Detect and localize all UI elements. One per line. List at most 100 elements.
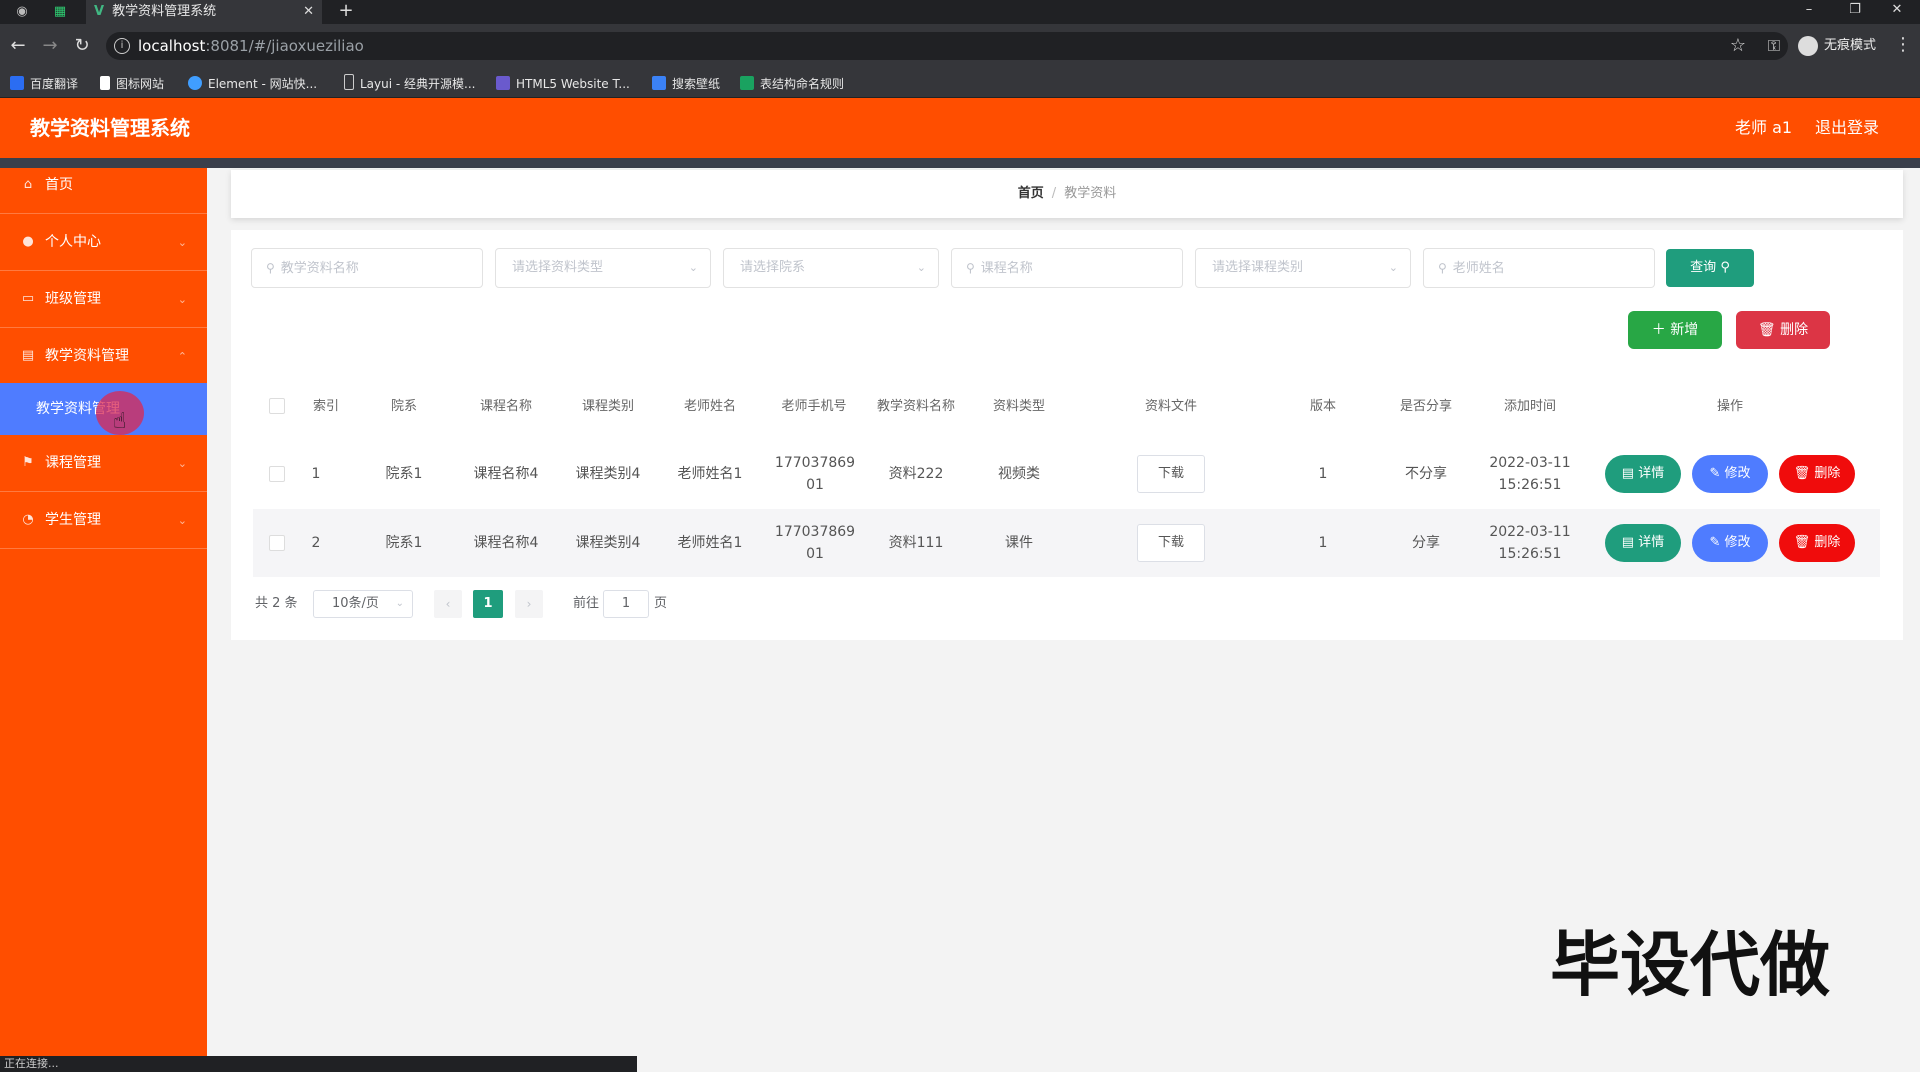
bookmark-element[interactable]: Element - 网站快... — [188, 74, 317, 94]
search-icon: ⚲ — [966, 261, 975, 275]
course-name-input[interactable]: ⚲ 课程名称 — [951, 248, 1183, 288]
department-select[interactable]: 请选择院系 ⌄ — [723, 248, 939, 288]
page-number-button[interactable]: 1 — [473, 590, 503, 618]
close-window-button[interactable]: ✕ — [1891, 2, 1903, 17]
cursor-highlight — [96, 391, 144, 435]
key-icon[interactable]: ⚿ — [1767, 36, 1781, 55]
chevron-down-icon: ⌄ — [177, 236, 187, 249]
sidebar-item-course-management[interactable]: ⚑ 课程管理 ⌄ — [0, 435, 207, 492]
cell-date: 2022-03-11 — [1489, 455, 1571, 471]
checkbox[interactable] — [269, 466, 285, 482]
browser-app-icon[interactable]: ◉ — [16, 4, 28, 19]
goto-suffix: 页 — [654, 596, 668, 611]
sidebar-item-class-management[interactable]: ▭ 班级管理 ⌄ — [0, 271, 207, 328]
browser-menu-icon[interactable]: ⋮ — [1894, 34, 1912, 55]
incognito-icon — [1798, 35, 1818, 56]
incognito-indicator[interactable]: 无痕模式 — [1798, 34, 1876, 58]
col-header-material-name[interactable]: 教学资料名称 — [876, 398, 955, 414]
query-button[interactable]: 查询 ⚲ — [1666, 249, 1754, 287]
col-header-teacher-name[interactable]: 老师姓名 — [683, 398, 736, 414]
bookmark-icon-site[interactable]: 图标网站 — [100, 74, 164, 94]
sidebar-item-home[interactable]: ⌂ 首页 — [0, 157, 207, 214]
goto-page-input[interactable]: 1 — [603, 590, 649, 618]
app-title: 教学资料管理系统 — [30, 116, 190, 140]
material-name-input[interactable]: ⚲ 教学资料名称 — [251, 248, 483, 288]
flag-icon — [100, 76, 110, 90]
search-icon: ⚲ — [266, 261, 275, 275]
material-type-select[interactable]: 请选择资料类型 ⌄ — [495, 248, 711, 288]
course-category-placeholder: 请选择课程类别 — [1212, 260, 1304, 275]
pinned-tab-icon[interactable]: ▦ — [53, 4, 67, 19]
watermark-text: 毕设代做 — [1550, 924, 1830, 1006]
delete-button[interactable]: 🗑 删除 — [1779, 524, 1855, 562]
checkbox[interactable] — [269, 398, 285, 414]
add-button[interactable]: ＋ 新增 — [1628, 311, 1722, 349]
col-header-course-category[interactable]: 课程类别 — [581, 398, 634, 414]
address-bar[interactable]: localhost:8081/#/jiaoxueziliao — [106, 32, 1788, 60]
breadcrumb-current: 教学资料 — [1064, 186, 1117, 201]
col-header-index[interactable]: 索引 — [312, 398, 339, 414]
next-page-button[interactable]: › — [515, 590, 543, 618]
download-button[interactable]: 下载 — [1137, 455, 1205, 493]
cell-shared: 不分享 — [1405, 466, 1447, 482]
back-icon[interactable]: ← — [10, 35, 26, 56]
detail-label: 详情 — [1638, 466, 1665, 481]
col-header-department[interactable]: 院系 — [390, 398, 417, 414]
course-category-select[interactable]: 请选择课程类别 ⌄ — [1195, 248, 1411, 288]
delete-button[interactable]: 🗑 删除 — [1779, 455, 1855, 493]
materials-icon: ▤ — [21, 348, 35, 363]
add-label: 新增 — [1670, 322, 1699, 338]
trash-icon: 🗑 — [1793, 535, 1811, 550]
edit-button[interactable]: ✎ 修改 — [1692, 455, 1768, 493]
prev-page-button[interactable]: ‹ — [434, 590, 462, 618]
sidebar-item-materials-management[interactable]: ▤ 教学资料管理 ⌃ — [0, 328, 207, 385]
bookmark-star-icon[interactable]: ☆ — [1729, 35, 1747, 56]
bookmark-label: 表结构命名规则 — [760, 77, 845, 91]
detail-button[interactable]: ▤ 详情 — [1605, 455, 1681, 493]
select-all-checkbox[interactable] — [262, 382, 292, 430]
bookmark-wallpaper[interactable]: 搜索壁纸 — [652, 74, 720, 94]
sidebar-item-label: 教学资料管理 — [45, 348, 129, 364]
row-checkbox-cell[interactable] — [262, 509, 292, 577]
breadcrumb-home[interactable]: 首页 — [1017, 186, 1044, 201]
col-header-course-name[interactable]: 课程名称 — [479, 398, 532, 414]
logout-link[interactable]: 退出登录 — [1815, 118, 1880, 137]
col-header-material-file[interactable]: 资料文件 — [1144, 398, 1197, 414]
query-label: 查询 — [1690, 260, 1717, 275]
bookmark-html5[interactable]: HTML5 Website T... — [496, 74, 630, 94]
checkbox[interactable] — [269, 535, 285, 551]
minimize-window-button[interactable]: – — [1805, 2, 1813, 17]
batch-delete-button[interactable]: 🗑 删除 — [1736, 311, 1830, 349]
sidebar-item-student-management[interactable]: ◔ 学生管理 ⌄ — [0, 492, 207, 549]
chevron-down-icon: ⌄ — [688, 261, 698, 274]
page-size-select[interactable]: 10条/页 ⌄ — [313, 590, 413, 618]
chevron-down-icon: ⌄ — [1388, 261, 1398, 274]
cell-phone: 17703786901 — [774, 455, 856, 493]
pagination-total: 共 2 条 — [255, 596, 298, 611]
teacher-name-input[interactable]: ⚲ 老师姓名 — [1423, 248, 1655, 288]
download-button[interactable]: 下载 — [1137, 524, 1205, 562]
close-tab-icon[interactable]: ✕ — [303, 4, 314, 19]
col-header-material-type[interactable]: 资料类型 — [992, 398, 1045, 414]
reload-icon[interactable]: ↻ — [74, 35, 90, 56]
sidebar-item-personal-center[interactable]: ● 个人中心 ⌄ — [0, 214, 207, 271]
col-header-added-time[interactable]: 添加时间 — [1503, 398, 1556, 414]
browser-tab-active[interactable]: V 教学资料管理系统 ✕ — [86, 0, 322, 24]
bookmarks-bar — [0, 70, 1920, 98]
bookmark-baidu-translate[interactable]: 百度翻译 — [10, 74, 78, 94]
edit-button[interactable]: ✎ 修改 — [1692, 524, 1768, 562]
trash-icon: 🗑 — [1757, 322, 1776, 338]
bookmark-naming-rules[interactable]: 表结构命名规则 — [740, 74, 844, 94]
forward-icon[interactable]: → — [42, 35, 58, 56]
detail-button[interactable]: ▤ 详情 — [1605, 524, 1681, 562]
url-host: localhost — [138, 37, 206, 55]
restore-window-button[interactable]: ❐ — [1849, 2, 1861, 17]
col-header-version[interactable]: 版本 — [1309, 398, 1336, 414]
col-header-shared[interactable]: 是否分享 — [1399, 398, 1452, 414]
bookmark-layui[interactable]: Layui - 经典开源模... — [344, 74, 475, 94]
site-info-icon[interactable]: i — [114, 38, 130, 54]
new-tab-button[interactable]: + — [338, 0, 354, 21]
page-size-value: 10条/页 — [332, 596, 379, 611]
row-checkbox-cell[interactable] — [262, 440, 292, 508]
col-header-teacher-phone[interactable]: 老师手机号 — [781, 398, 847, 414]
